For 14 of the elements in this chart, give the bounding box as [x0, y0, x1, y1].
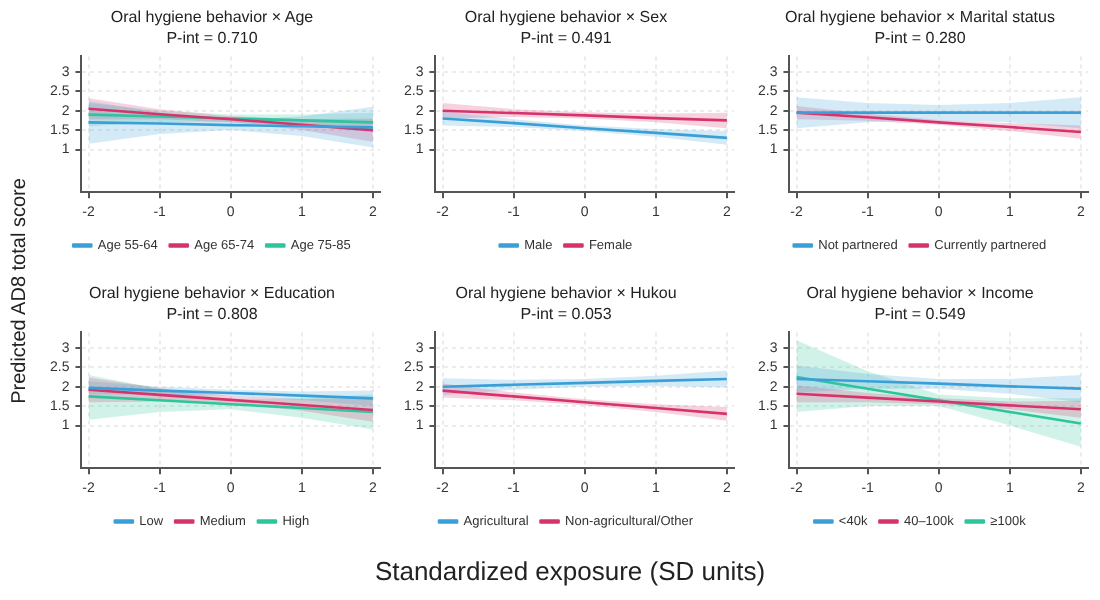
chart-title: Oral hygiene behavior × Hukou	[455, 284, 677, 303]
chart-title: Oral hygiene behavior × Age	[110, 8, 315, 27]
y-axis-title: Predicted AD8 total score	[9, 176, 31, 408]
chart-title: Oral hygiene behavior × Education	[89, 284, 335, 303]
chart-subtitle: P-int = 0.549	[874, 305, 967, 324]
chart-title: Oral hygiene behavior × Income	[806, 284, 1035, 303]
chart-subtitle: P-int = 0.710	[166, 29, 259, 48]
chart-subtitle: P-int = 0.053	[520, 305, 613, 324]
chart-subtitle: P-int = 0.491	[520, 29, 613, 48]
chart-subtitle: P-int = 0.280	[874, 29, 967, 48]
chart-title: Oral hygiene behavior × Marital status	[785, 8, 1055, 27]
chart-title: Oral hygiene behavior × Sex	[464, 8, 668, 27]
chart-subtitle: P-int = 0.808	[166, 305, 259, 324]
x-axis-title: Standardized exposure (SD units)	[372, 556, 768, 586]
